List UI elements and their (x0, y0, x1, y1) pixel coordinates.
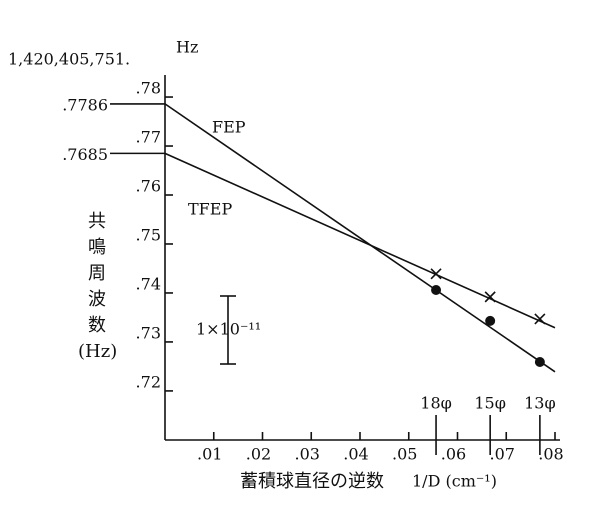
x-tick-label: .07 (490, 445, 515, 464)
y-tick-label: .78 (136, 79, 161, 98)
intercept-label: .7786 (62, 95, 108, 114)
x-tick-label: .06 (441, 445, 466, 464)
scale-bar-label: 1×10⁻¹¹ (196, 320, 261, 339)
x-tick-label: .05 (392, 445, 417, 464)
data-point (484, 291, 496, 303)
sphere-label: 15φ (474, 394, 506, 413)
y-tick-label: .73 (136, 323, 161, 342)
data-point (431, 285, 442, 296)
y-tick-label: .72 (136, 372, 161, 391)
series-label: FEP (212, 118, 246, 137)
y-label-char: 波 (88, 289, 106, 310)
x-label-unit: 1/D (cm⁻¹) (412, 472, 497, 491)
x-tick-label: .04 (343, 445, 368, 464)
y-label-char: 鳴 (88, 237, 106, 258)
x-label: 蓄積球直径の逆数 (240, 471, 384, 492)
y-label-char: 数 (88, 315, 106, 336)
y-tick-label: .77 (136, 128, 161, 147)
x-tick-label: .08 (538, 445, 563, 464)
x-tick-label: .03 (295, 445, 320, 464)
series-line (164, 152, 556, 329)
y-tick-label: .74 (136, 274, 161, 293)
intercept-label: .7685 (62, 145, 108, 164)
data-point (430, 268, 442, 280)
y-label-char: 周 (88, 263, 106, 284)
series-line (164, 103, 556, 373)
y-label-char: 共 (88, 211, 106, 232)
x-tick-label: .02 (246, 445, 271, 464)
series-label: TFEP (188, 200, 232, 219)
x-tick-label: .01 (197, 445, 222, 464)
sphere-label: 13φ (524, 394, 556, 413)
data-point (534, 357, 545, 368)
y-tick-label: .76 (136, 177, 161, 196)
y-prefix: 1,420,405,751. (8, 50, 130, 69)
y-tick-label: .75 (136, 225, 161, 244)
y-label-unit: (Hz) (78, 341, 117, 362)
y-unit: Hz (176, 38, 198, 57)
data-point (534, 313, 546, 325)
sphere-label: 18φ (420, 394, 452, 413)
data-point (485, 315, 496, 326)
